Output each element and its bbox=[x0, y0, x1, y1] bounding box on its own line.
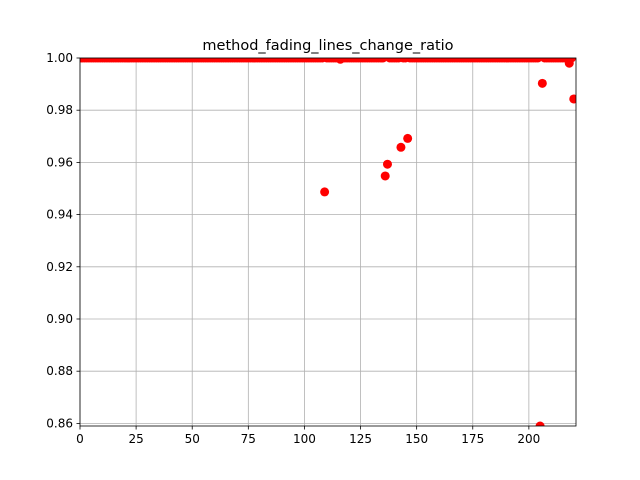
y-tick-label: 1.00 bbox=[46, 51, 73, 65]
y-tick-label: 0.96 bbox=[46, 155, 73, 169]
data-point bbox=[533, 58, 543, 63]
x-tick-label: 200 bbox=[517, 432, 540, 446]
y-tick-label: 0.94 bbox=[46, 208, 73, 222]
x-tick-label: 175 bbox=[461, 432, 484, 446]
data-point bbox=[320, 187, 330, 197]
data-point bbox=[378, 58, 388, 63]
data-point bbox=[535, 421, 545, 426]
data-point bbox=[403, 133, 413, 143]
y-axis: 0.86 0.88 0.90 0.92 0.94 0.96 0.98 1.00 bbox=[46, 51, 80, 430]
y-tick-label: 0.90 bbox=[46, 312, 73, 326]
y-tick-label: 0.88 bbox=[46, 364, 73, 378]
data-point bbox=[569, 94, 576, 104]
chart-title: method_fading_lines_change_ratio bbox=[202, 38, 453, 54]
y-tick-label: 0.86 bbox=[46, 416, 73, 430]
data-point bbox=[567, 58, 576, 63]
x-tick-label: 25 bbox=[128, 432, 143, 446]
data-point bbox=[537, 78, 547, 88]
data-point bbox=[382, 159, 392, 169]
x-tick-label: 0 bbox=[76, 432, 84, 446]
x-tick-label: 100 bbox=[293, 432, 316, 446]
y-tick-label: 0.92 bbox=[46, 260, 73, 274]
x-tick-label: 50 bbox=[185, 432, 200, 446]
data-point bbox=[380, 171, 390, 181]
x-tick-label: 150 bbox=[405, 432, 428, 446]
y-tick-label: 0.98 bbox=[46, 103, 73, 117]
x-tick-label: 125 bbox=[349, 432, 372, 446]
plot-frame bbox=[79, 57, 577, 427]
x-tick-label: 75 bbox=[241, 432, 256, 446]
data-points bbox=[80, 58, 576, 426]
grid bbox=[79, 57, 576, 426]
x-axis: 0 25 50 75 100 125 150 175 200 bbox=[76, 426, 540, 446]
data-point bbox=[396, 142, 406, 152]
